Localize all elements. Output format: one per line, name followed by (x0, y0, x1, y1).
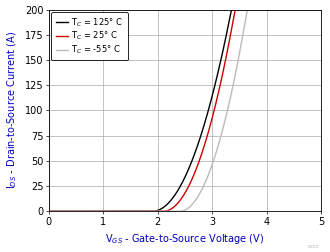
T$_C$ = 25° C (319, 8, 323, 11)
T$_C$ = -55° C (245, 8, 249, 11)
T$_C$ = 125° C (96, 210, 100, 213)
T$_C$ = -55° C (319, 8, 323, 11)
T$_C$ = -55° C (96, 210, 100, 213)
Line: T$_C$ = 125° C: T$_C$ = 125° C (49, 10, 321, 211)
Line: T$_C$ = -55° C: T$_C$ = -55° C (49, 10, 321, 211)
Text: cccc: cccc (308, 244, 320, 249)
T$_C$ = -55° C (47, 210, 51, 213)
T$_C$ = -55° C (210, 163, 214, 166)
T$_C$ = 25° C (250, 8, 254, 11)
T$_C$ = 25° C (96, 210, 100, 213)
T$_C$ = 25° C (233, 8, 237, 11)
T$_C$ = 125° C (224, 35, 228, 38)
T$_C$ = 125° C (230, 8, 234, 11)
T$_C$ = 125° C (47, 210, 51, 213)
T$_C$ = 25° C (271, 8, 275, 11)
Y-axis label: I$_{DS}$ - Drain-to-Source Current (A): I$_{DS}$ - Drain-to-Source Current (A) (6, 32, 19, 190)
T$_C$ = 125° C (319, 8, 323, 11)
T$_C$ = 125° C (271, 8, 275, 11)
T$_C$ = -55° C (271, 8, 275, 11)
T$_C$ = 25° C (210, 116, 214, 119)
X-axis label: V$_{GS}$ - Gate-to-Source Voltage (V): V$_{GS}$ - Gate-to-Source Voltage (V) (106, 232, 265, 246)
T$_C$ = -55° C (224, 115, 228, 118)
T$_C$ = 125° C (250, 8, 254, 11)
T$_C$ = 25° C (151, 210, 155, 213)
T$_C$ = 125° C (151, 210, 155, 213)
T$_C$ = -55° C (250, 8, 254, 11)
Legend: T$_C$ = 125° C, T$_C$ = 25° C, T$_C$ = -55° C: T$_C$ = 125° C, T$_C$ = 25° C, T$_C$ = -… (51, 12, 128, 60)
T$_C$ = 25° C (224, 56, 228, 59)
Line: T$_C$ = 25° C: T$_C$ = 25° C (49, 10, 321, 211)
T$_C$ = -55° C (151, 210, 155, 213)
T$_C$ = 125° C (210, 94, 214, 97)
T$_C$ = 25° C (47, 210, 51, 213)
